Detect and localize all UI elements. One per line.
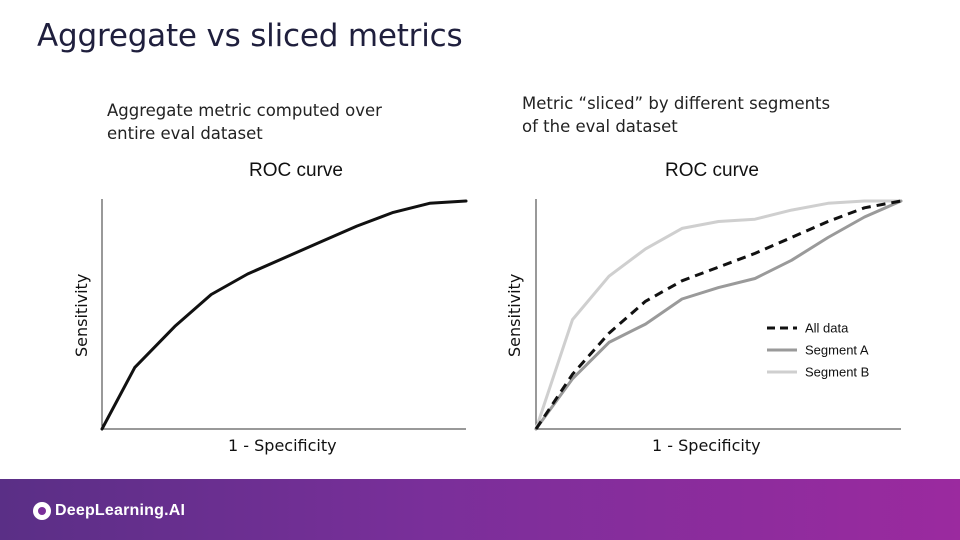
caption-aggregate-line-1: Aggregate metric computed over [107, 101, 382, 120]
caption-sliced: Metric “sliced” by different segments of… [522, 92, 842, 138]
caption-sliced-line-1: Metric “sliced” by different segments [522, 94, 831, 113]
footer-bar: DeepLearning.AI [0, 479, 960, 540]
slide-title: Aggregate vs sliced metrics [37, 18, 463, 54]
x-axis-label-aggregate: 1 - Specificity [228, 436, 337, 455]
x-axis-label-sliced: 1 - Specificity [652, 436, 761, 455]
chart-title-sliced: ROC curve [665, 160, 759, 181]
roc-series-segment-a [534, 199, 903, 431]
legend-label-segment-b: Segment B [805, 365, 869, 380]
roc-series-all-data [534, 199, 902, 430]
legend-label-all-data: All data [805, 321, 849, 336]
brand-logo: DeepLearning.AI [33, 501, 185, 521]
chart-title-aggregate: ROC curve [249, 160, 343, 181]
caption-sliced-line-2: of the eval dataset [522, 117, 678, 136]
roc-charts: All data Segment A Segment B [100, 199, 903, 431]
deeplearning-logo-icon [33, 502, 51, 520]
roc-series-aggregate [100, 199, 468, 431]
roc-series-segment-b [534, 199, 903, 431]
brand-name: DeepLearning.AI [55, 502, 186, 519]
legend-label-segment-a: Segment A [805, 343, 869, 358]
caption-aggregate: Aggregate metric computed over entire ev… [107, 99, 427, 145]
caption-aggregate-line-2: entire eval dataset [107, 124, 263, 143]
